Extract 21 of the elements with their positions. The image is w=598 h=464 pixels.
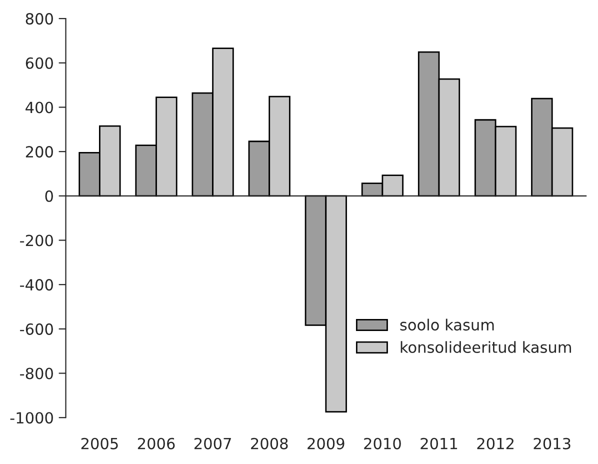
x-tick-label: 2007 [194,438,231,450]
y-tick-label: 400 [26,102,53,114]
y-tick-label: 200 [26,146,53,158]
y-tick-label: 800 [26,13,53,25]
y-tick-label: -600 [20,323,53,335]
x-tick-label: 2012 [477,438,514,450]
legend-label: soolo kasum [400,318,494,331]
y-tick-label: 600 [26,57,53,69]
x-tick-label: 2008 [251,438,288,450]
x-tick-label: 2005 [81,438,118,450]
y-tick-label: -800 [20,368,53,380]
y-tick-label: -1000 [10,412,53,424]
x-tick-label: 2006 [138,438,175,450]
x-tick-label: 2013 [534,438,570,450]
x-tick-label: 2009 [308,438,344,450]
y-tick-label: 0 [45,190,53,202]
x-tick-label: 2010 [364,438,401,450]
x-tick-label: 2011 [420,438,458,450]
y-tick-label: -200 [20,234,53,246]
legend-label: konsolideeritud kasum [400,341,571,354]
y-tick-label: -400 [20,279,53,291]
